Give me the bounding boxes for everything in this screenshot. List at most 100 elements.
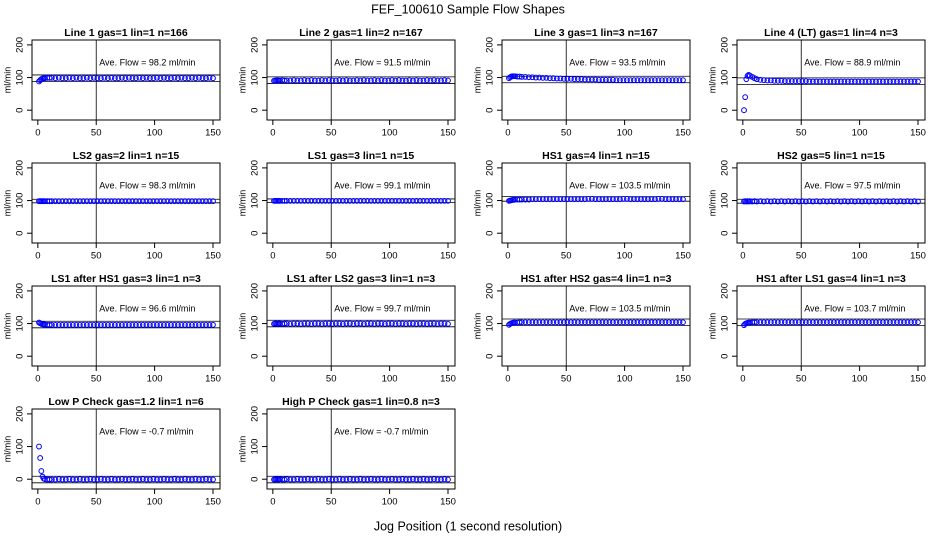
- data-point: [410, 197, 416, 204]
- data-point: [66, 74, 73, 81]
- data-point: [862, 78, 869, 85]
- data-point: [189, 198, 195, 205]
- data-point: [66, 476, 73, 483]
- data-point: [396, 476, 402, 483]
- x-tick-label: 150: [205, 374, 221, 385]
- y-tick-label: 200: [485, 37, 496, 53]
- data-point: [80, 75, 87, 82]
- data-point: [66, 198, 73, 205]
- data-point: [516, 196, 523, 203]
- data-point: [869, 319, 876, 326]
- data-point: [624, 319, 630, 326]
- data-point: [441, 320, 448, 327]
- data-point: [87, 198, 94, 205]
- data-point: [845, 78, 851, 85]
- panel-title: Line 1 gas=1 lin=1 n=166: [64, 27, 188, 39]
- data-point: [802, 319, 809, 326]
- data-point: [741, 107, 747, 114]
- data-point: [617, 77, 623, 84]
- data-point: [62, 198, 69, 205]
- data-point: [866, 78, 872, 85]
- data-point: [287, 77, 294, 84]
- data-point: [175, 198, 181, 205]
- x-tick-label: 0: [35, 497, 40, 508]
- y-tick-label: 0: [15, 231, 26, 236]
- data-point: [652, 196, 658, 203]
- y-tick-label: 100: [15, 70, 26, 86]
- y-tick-label: 200: [720, 160, 731, 176]
- data-point: [901, 198, 907, 205]
- x-tick-label: 50: [326, 128, 337, 139]
- plot-frame: [501, 285, 691, 367]
- data-point: [792, 319, 799, 326]
- data-point: [143, 198, 150, 205]
- panel: HS2 gas=5 lin=1 n=15 ml/min Ave. Flow = 97…: [707, 150, 926, 262]
- y-axis-label: ml/min: [2, 436, 12, 463]
- data-point: [157, 198, 164, 205]
- data-point: [108, 74, 115, 81]
- data-point: [575, 76, 581, 83]
- data-point: [645, 319, 651, 326]
- data-point: [820, 319, 827, 326]
- data-point: [631, 319, 637, 326]
- data-point: [332, 320, 339, 327]
- data-point: [788, 319, 795, 326]
- data-point: [785, 78, 792, 85]
- data-point: [361, 197, 367, 204]
- data-point: [518, 196, 525, 203]
- data-point: [329, 77, 336, 84]
- x-tick-label: 50: [796, 128, 807, 139]
- x-tick-label: 150: [205, 497, 221, 508]
- data-point: [392, 476, 399, 483]
- x-tick-label: 0: [740, 128, 745, 139]
- data-point: [210, 75, 216, 82]
- y-tick-label: 200: [720, 37, 731, 53]
- data-point: [343, 320, 350, 327]
- data-point: [543, 196, 550, 203]
- data-point: [157, 476, 164, 483]
- data-point: [413, 320, 420, 327]
- data-point: [550, 75, 557, 82]
- data-point: [154, 476, 160, 483]
- data-point: [150, 198, 157, 205]
- data-point: [371, 197, 378, 204]
- data-point: [659, 77, 665, 84]
- data-point: [347, 320, 353, 327]
- data-point: [560, 319, 567, 326]
- data-point: [757, 319, 764, 326]
- data-point: [290, 320, 297, 327]
- data-point: [336, 197, 343, 204]
- data-point: [606, 196, 613, 203]
- data-point: [69, 75, 76, 82]
- data-point: [322, 320, 329, 327]
- data-point: [817, 319, 823, 326]
- data-point: [94, 321, 101, 328]
- data-point: [62, 75, 69, 82]
- data-point: [676, 196, 683, 203]
- data-point: [560, 75, 567, 82]
- data-point: [287, 197, 294, 204]
- y-tick-label: 100: [250, 439, 261, 455]
- data-point: [357, 77, 364, 84]
- y-tick-label: 0: [485, 108, 496, 113]
- data-point: [810, 319, 816, 326]
- data-point: [375, 320, 381, 327]
- x-tick-label: 100: [382, 497, 398, 508]
- data-point: [617, 319, 623, 326]
- data-point: [764, 198, 771, 205]
- panel-title: HS1 gas=4 lin=1 n=15: [542, 150, 650, 162]
- data-point: [841, 198, 848, 205]
- data-point: [147, 476, 153, 483]
- data-point: [185, 321, 192, 328]
- data-point: [788, 78, 795, 85]
- data-point: [389, 77, 395, 84]
- data-point: [880, 198, 886, 205]
- data-point: [645, 77, 651, 84]
- data-point: [813, 78, 820, 85]
- data-point: [66, 321, 73, 328]
- data-point: [361, 77, 367, 84]
- data-point: [399, 476, 406, 483]
- data-point: [182, 75, 188, 82]
- data-point: [550, 196, 557, 203]
- data-point: [48, 198, 55, 205]
